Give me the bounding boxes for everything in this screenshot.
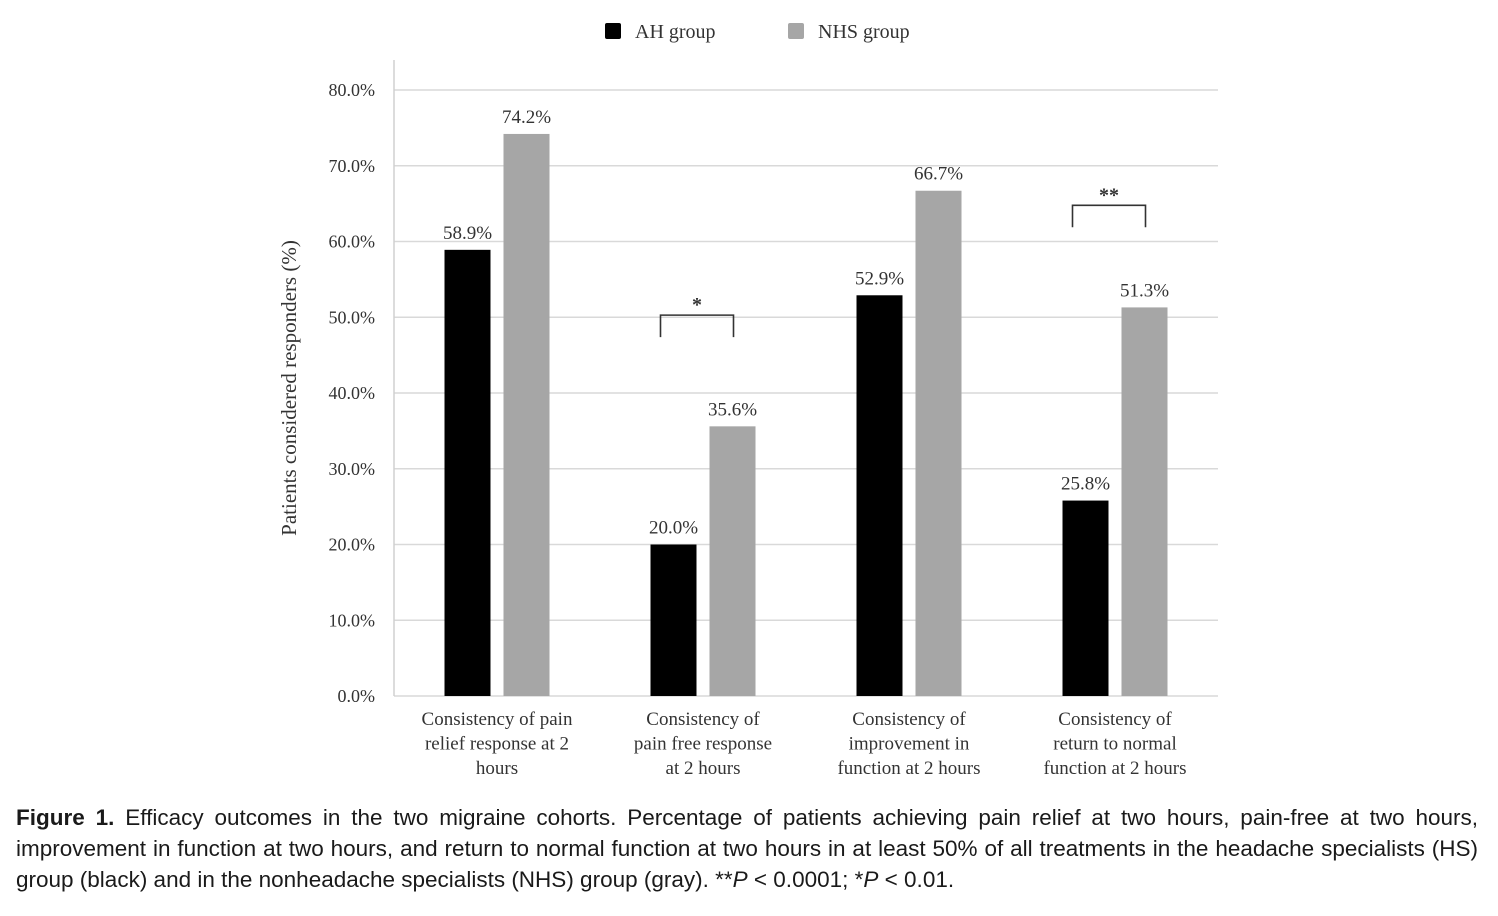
x-category-label: Consistency of pain relief response at 2 h…: [422, 709, 573, 779]
x-category-label: Consistency of return to normal function a…: [1043, 709, 1186, 779]
y-axis-label: Patients considered responders (%): [277, 240, 301, 536]
data-label: 52.9%: [855, 268, 904, 289]
significance-brackets: ***: [659, 184, 1147, 338]
y-tick-label: 60.0%: [329, 232, 376, 252]
data-label: 58.9%: [443, 223, 492, 244]
legend-swatch: [605, 23, 621, 39]
caption-p-2: P: [863, 867, 879, 892]
significance-bracket: [1071, 204, 1147, 228]
legend: AH group NHS group: [605, 21, 910, 43]
x-category-line: Consistency of: [1058, 709, 1172, 730]
caption-text-2: < 0.0001; *: [747, 867, 864, 892]
y-axis-ticks: 0.0% 10.0% 20.0% 30.0% 40.0% 50.0% 60.0% 70.0% 8…: [329, 80, 376, 706]
x-axis-categories: Consistency of pain relief response at 2 h…: [422, 709, 1187, 779]
bar-ah-1: [650, 544, 697, 696]
legend-label: NHS group: [818, 21, 910, 43]
x-category-line: hours: [476, 758, 518, 779]
data-label: 35.6%: [708, 399, 757, 420]
bar-ah-3: [1062, 500, 1109, 696]
y-tick-label: 40.0%: [329, 383, 376, 403]
caption-label: Figure 1.: [16, 805, 115, 830]
data-labels: 58.9% 20.0% 52.9% 25.8% 74.2% 35.6% 66.7% 51.3%: [443, 107, 1169, 539]
caption-text-3: < 0.01.: [878, 867, 955, 892]
y-tick-label: 0.0%: [338, 686, 376, 706]
bar-nhs-3: [1121, 307, 1168, 696]
bar-chart: 0.0% 10.0% 20.0% 30.0% 40.0% 50.0% 60.0% 70.0% 8…: [277, 21, 1218, 779]
x-category-line: at 2 hours: [666, 758, 741, 779]
figure-caption: Figure 1. Efficacy outcomes in the two m…: [16, 802, 1478, 895]
x-category-line: relief response at 2: [425, 734, 569, 755]
significance-marker: **: [1099, 184, 1119, 206]
bar-nhs-1: [709, 426, 756, 696]
x-category-label: Consistency of pain free response at 2 hou…: [634, 709, 772, 779]
y-tick-label: 50.0%: [329, 307, 376, 327]
y-tick-label: 70.0%: [329, 156, 376, 176]
bar-ah-2: [856, 295, 903, 696]
caption-text-1: Efficacy outcomes in the two migraine co…: [16, 805, 1478, 892]
data-label: 74.2%: [502, 107, 551, 128]
bars: [444, 133, 1168, 696]
caption-p-1: P: [732, 867, 748, 892]
x-category-line: function at 2 hours: [1043, 758, 1186, 779]
bar-nhs-0: [503, 133, 550, 696]
x-category-line: return to normal: [1053, 734, 1176, 755]
x-category-line: pain free response: [634, 734, 772, 755]
data-label: 25.8%: [1061, 474, 1110, 495]
data-label: 66.7%: [914, 164, 963, 185]
x-category-line: function at 2 hours: [837, 758, 980, 779]
significance-marker: *: [692, 294, 702, 316]
bar-nhs-2: [915, 190, 962, 696]
y-tick-label: 10.0%: [329, 610, 376, 630]
y-tick-label: 30.0%: [329, 459, 376, 479]
x-category-line: Consistency of: [646, 709, 760, 730]
x-category-line: improvement in: [849, 734, 970, 755]
x-category-line: Consistency of pain: [422, 709, 573, 730]
legend-swatch: [788, 23, 804, 39]
data-label: 51.3%: [1120, 280, 1169, 301]
data-label: 20.0%: [649, 518, 698, 539]
legend-label: AH group: [635, 21, 716, 43]
x-category-label: Consistency of improvement in function at …: [837, 709, 980, 779]
bar-ah-0: [444, 249, 491, 696]
x-category-line: Consistency of: [852, 709, 966, 730]
y-tick-label: 80.0%: [329, 80, 376, 100]
significance-bracket: [659, 314, 735, 338]
y-tick-label: 20.0%: [329, 535, 376, 555]
